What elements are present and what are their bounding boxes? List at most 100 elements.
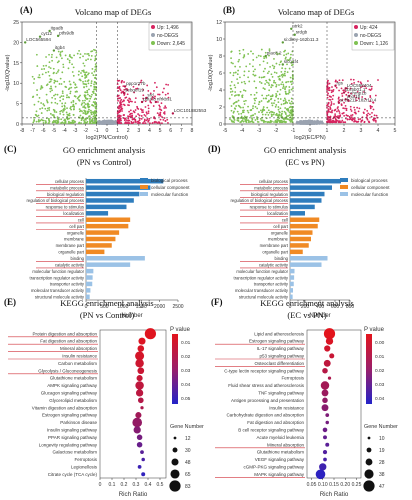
point-up — [130, 120, 133, 123]
point-down — [229, 118, 231, 121]
x-axis-label: Number — [121, 313, 142, 319]
point-down — [95, 51, 98, 54]
point-up — [147, 120, 150, 123]
bubble — [325, 420, 329, 425]
pathway-label: Estrogen signaling pathway — [249, 339, 305, 344]
point-down — [32, 121, 35, 124]
category-label: localization — [267, 211, 288, 216]
bubble — [325, 442, 330, 447]
point-down — [64, 102, 67, 104]
point-down — [85, 71, 88, 74]
bubble — [323, 328, 336, 340]
point-up — [327, 79, 329, 82]
point-down — [91, 104, 94, 106]
point-down — [78, 99, 81, 102]
point-down — [70, 86, 73, 89]
point-up — [142, 94, 145, 97]
point-down — [46, 109, 49, 112]
point-up — [368, 113, 371, 116]
bubble — [321, 404, 329, 412]
point-up — [356, 90, 359, 93]
bubble — [322, 367, 328, 374]
point-down — [243, 55, 246, 58]
point-down — [41, 86, 43, 89]
point-up — [347, 91, 350, 94]
point-up — [148, 117, 151, 120]
point-down — [233, 84, 236, 87]
point-down — [284, 74, 286, 77]
point-up — [353, 120, 355, 123]
point-down — [47, 107, 49, 110]
point-down — [73, 54, 76, 57]
point-down — [83, 106, 86, 109]
point-down — [230, 80, 233, 83]
color-legend-tick: 0.04 — [375, 396, 385, 402]
point-up — [339, 114, 342, 117]
legend-swatch — [354, 25, 358, 29]
point-up — [350, 78, 352, 81]
point-down — [260, 82, 263, 84]
point-up — [327, 102, 330, 105]
point-down — [62, 98, 65, 101]
point-up — [339, 121, 342, 124]
point-down — [289, 76, 292, 79]
point-down — [33, 103, 36, 106]
point-down — [267, 114, 270, 116]
point-up — [147, 110, 150, 113]
point-up — [366, 117, 369, 120]
pathway-label: Fat digestion and absorption — [247, 420, 304, 425]
point-down — [74, 102, 77, 105]
point-down — [49, 78, 52, 81]
gene-label: ntrk2 — [292, 23, 303, 28]
point-down — [93, 48, 95, 51]
pathway-label: B cell receptor signaling pathway — [238, 428, 305, 433]
pathway-label: Parkinson disease — [60, 420, 97, 425]
y-tick-label: 6 — [219, 71, 222, 77]
point-down — [252, 105, 254, 107]
point-down — [265, 120, 267, 123]
point-down — [78, 121, 81, 124]
point-cloud — [31, 48, 170, 125]
point-up — [153, 90, 155, 92]
point-down — [291, 70, 294, 73]
point-down — [237, 82, 239, 84]
point-up — [326, 94, 329, 97]
point-up — [330, 104, 332, 107]
point-down — [49, 80, 52, 83]
bubble — [322, 427, 328, 433]
point-down — [272, 113, 275, 116]
point-down — [279, 78, 282, 81]
point-down — [53, 110, 56, 113]
point-down — [247, 119, 250, 122]
point-up — [137, 108, 140, 110]
point-down — [49, 87, 52, 90]
point-nodeg — [305, 120, 308, 122]
point-up — [138, 117, 141, 120]
point-down — [63, 107, 65, 110]
point-down — [79, 94, 81, 97]
point-down — [244, 99, 247, 102]
point-down — [258, 111, 260, 113]
point-down — [262, 97, 265, 100]
point-up — [359, 118, 362, 120]
point-up — [341, 79, 344, 82]
point-up — [151, 122, 154, 124]
point-down — [70, 101, 73, 104]
point-down — [290, 64, 293, 67]
x-tick-label: 0.5 — [157, 482, 164, 488]
bar — [86, 243, 112, 248]
point-nodeg — [322, 122, 325, 125]
gene-label: chmp1b — [350, 90, 367, 95]
point-up — [349, 108, 352, 111]
point-down — [45, 121, 47, 124]
gene-point — [342, 91, 346, 94]
y-tick-label: 0 — [16, 122, 19, 128]
legend-label: Down: 2,645 — [157, 41, 185, 47]
point-down — [51, 114, 54, 116]
x-tick-label: 3 — [137, 128, 140, 134]
point-down — [67, 122, 70, 125]
bubble — [323, 359, 331, 367]
point-down — [282, 120, 285, 123]
point-up — [327, 92, 330, 95]
point-down — [291, 105, 294, 108]
